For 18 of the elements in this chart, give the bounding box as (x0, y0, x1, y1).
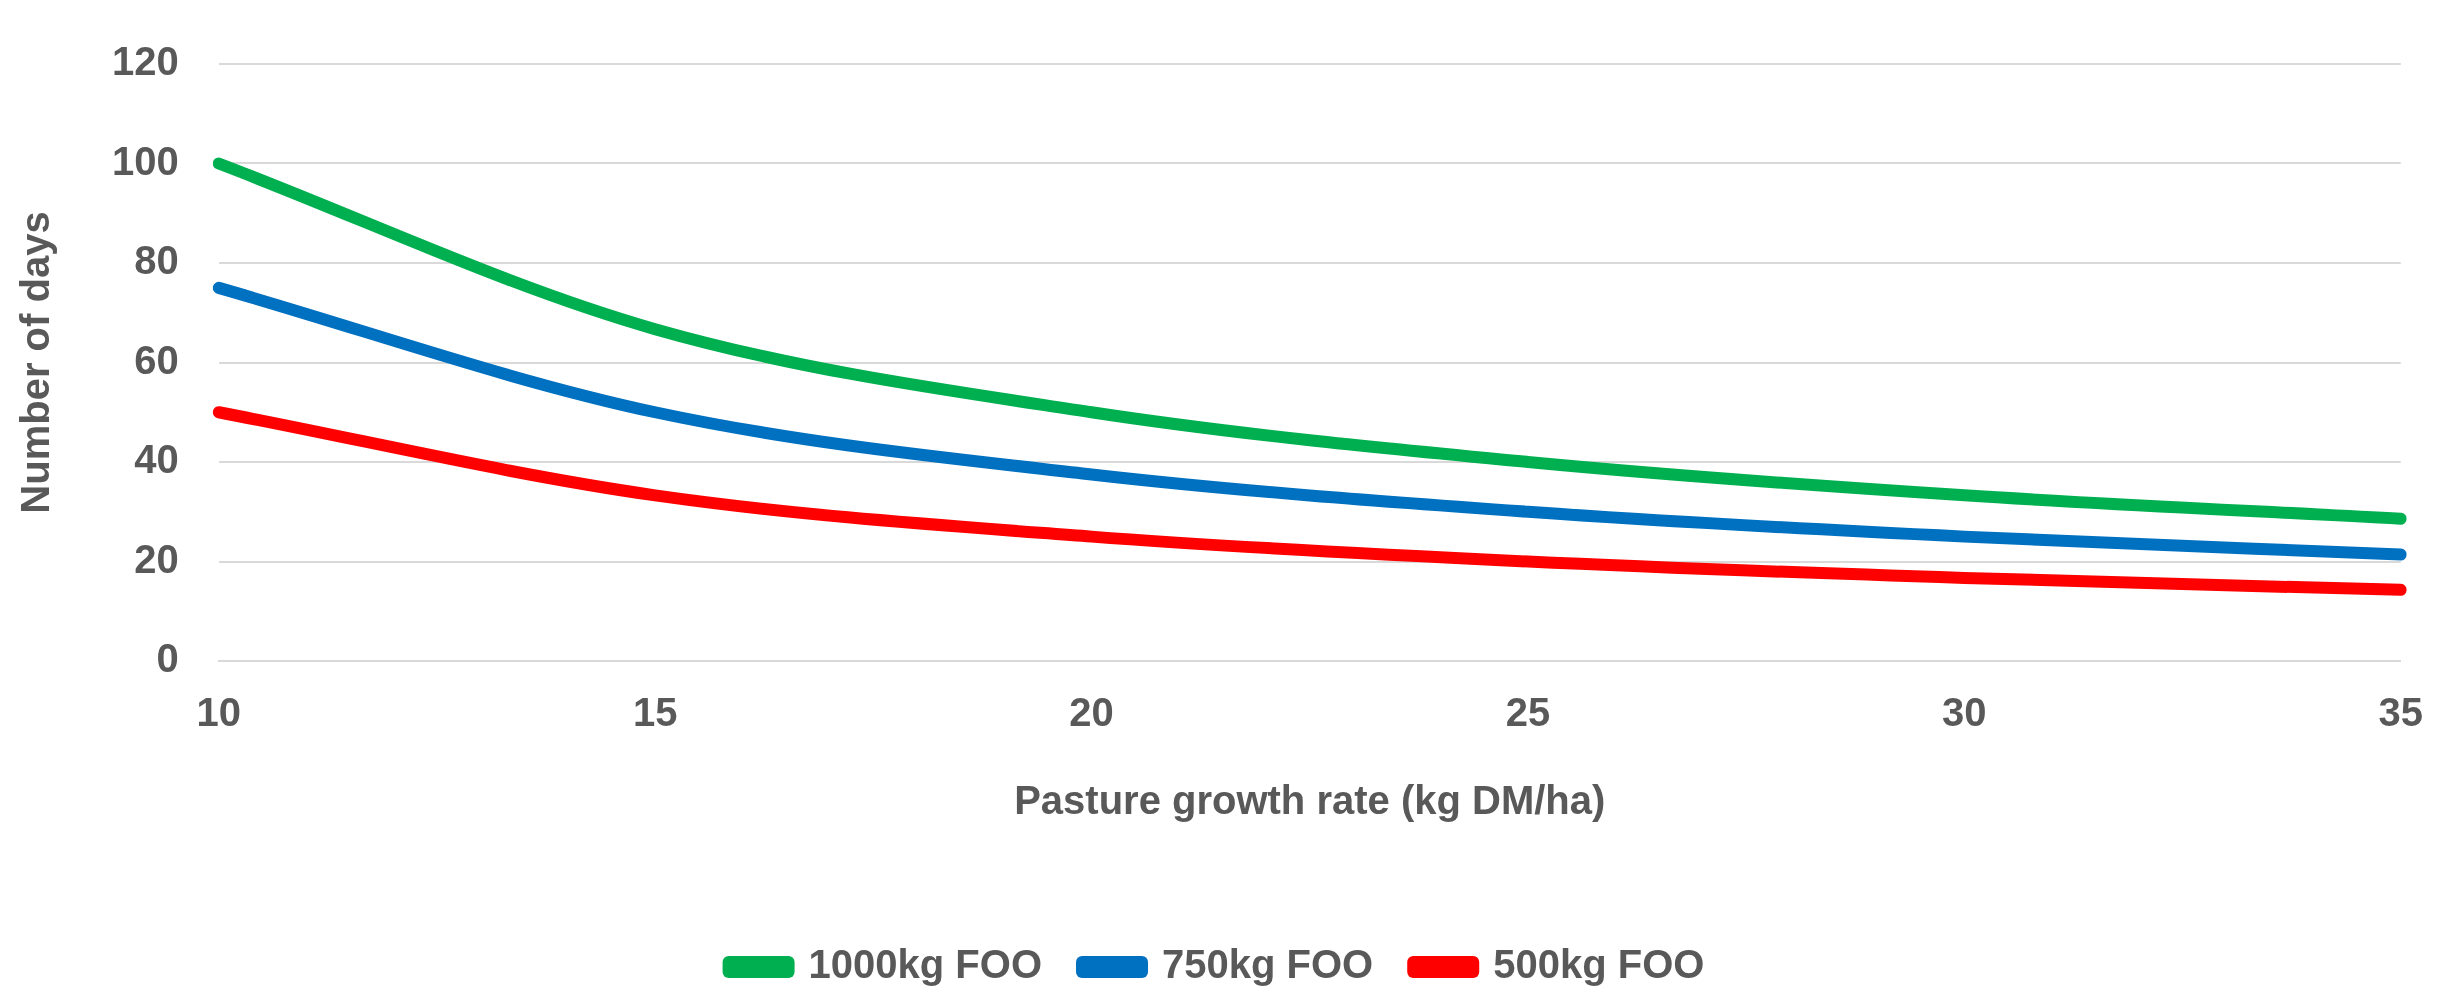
x-tick-label: 30 (1942, 690, 1987, 735)
y-axis-title: Number of days (13, 211, 58, 514)
y-tick-label: 80 (134, 238, 179, 283)
x-tick-label: 15 (632, 690, 678, 735)
x-tick-label: 35 (2378, 690, 2423, 735)
legend-label: 500kg FOO (1493, 942, 1705, 987)
x-tick-label: 25 (1505, 690, 1551, 735)
legend-label: 1000kg FOO (808, 942, 1043, 987)
y-tick-label: 0 (156, 636, 179, 681)
legend-label: 750kg FOO (1162, 942, 1374, 987)
y-tick-label: 100 (111, 138, 179, 183)
x-tick-label: 10 (196, 690, 241, 735)
y-tick-label: 20 (134, 536, 179, 581)
x-axis-title: Pasture growth rate (kg DM/ha) (1014, 778, 1606, 823)
y-tick-label: 60 (134, 337, 179, 382)
y-tick-label: 40 (134, 437, 179, 482)
x-tick-label: 20 (1069, 690, 1114, 735)
y-tick-label: 120 (111, 39, 179, 84)
